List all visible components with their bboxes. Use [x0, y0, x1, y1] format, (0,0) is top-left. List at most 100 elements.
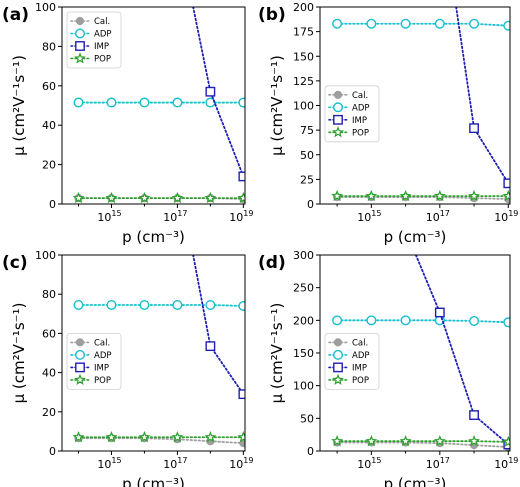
- data-point: [204, 431, 217, 443]
- legend-marker: [332, 373, 344, 385]
- legend: Cal. ADP IMP POP: [324, 85, 380, 143]
- series-line: [336, 22, 510, 27]
- y-tick-label: 200: [293, 1, 314, 14]
- y-tick-label: 100: [35, 1, 56, 14]
- x-tick-label: 1015: [357, 456, 381, 471]
- series-line: [192, 7, 245, 178]
- legend-marker: [333, 114, 343, 125]
- legend: Cal. ADP IMP POP: [66, 332, 122, 390]
- data-point: [171, 431, 184, 443]
- data-point: [366, 18, 377, 29]
- plot-area: [72, 7, 245, 204]
- legend-label: ADP: [352, 103, 370, 113]
- legend-marker: [333, 90, 343, 99]
- legend-label: ADP: [352, 351, 370, 361]
- series-line: [455, 7, 510, 185]
- series-adp: [73, 97, 245, 108]
- y-tick-label: 150: [293, 347, 314, 360]
- data-point: [138, 191, 151, 204]
- legend-label: POP: [94, 55, 111, 65]
- legend-marker: [333, 349, 344, 360]
- data-point: [365, 189, 378, 202]
- plot-area: [331, 255, 510, 451]
- series-cal: [333, 193, 510, 204]
- series-cal: [74, 434, 245, 448]
- y-tick-label: 0: [307, 198, 314, 211]
- y-tick-label: 100: [293, 100, 314, 113]
- x-tick-label: 1017: [163, 456, 187, 471]
- data-point: [172, 97, 183, 108]
- panel-label: (b): [258, 5, 286, 25]
- data-point: [238, 300, 245, 311]
- series-line: [336, 319, 510, 324]
- data-point: [237, 191, 245, 204]
- plot-area: [331, 7, 510, 204]
- data-point: [205, 86, 216, 97]
- legend: Cal. ADP IMP POP: [324, 332, 380, 390]
- y-axis-label: μ (cm²V⁻¹s⁻¹): [10, 303, 28, 404]
- y-tick-label: 50: [300, 149, 314, 162]
- data-point: [73, 299, 84, 310]
- data-point: [469, 123, 479, 134]
- panel-label: (a): [2, 5, 29, 25]
- y-axis-label: μ (cm²V⁻¹s⁻¹): [10, 55, 28, 156]
- legend-marker: [75, 41, 85, 51]
- y-tick-label: 20: [42, 159, 56, 172]
- legend-marker: [75, 362, 85, 373]
- legend-label: POP: [352, 376, 369, 386]
- data-point: [238, 389, 245, 400]
- series-line: [336, 441, 510, 448]
- data-point: [205, 299, 216, 310]
- data-point: [72, 191, 85, 204]
- legend-label: ADP: [94, 351, 112, 361]
- legend-label: POP: [94, 376, 111, 386]
- legend-marker: [74, 373, 86, 385]
- y-axis-label: μ (cm²V⁻¹s⁻¹): [268, 303, 286, 404]
- x-tick-label: 1017: [163, 209, 187, 224]
- data-point: [434, 18, 445, 29]
- legend: Cal. ADP IMP POP: [66, 11, 122, 69]
- legend-label: Cal.: [352, 338, 368, 348]
- data-point: [72, 431, 85, 443]
- series-pop: [331, 434, 510, 447]
- y-tick-label: 40: [42, 119, 56, 132]
- data-point: [205, 97, 216, 108]
- data-point: [503, 317, 510, 328]
- panel-c: (c) 0 20 40 60 80 100 1015 1017 1019 Cal. ADP IMP POP…: [2, 249, 253, 487]
- legend-marker: [74, 349, 85, 360]
- series-pop: [331, 189, 510, 202]
- y-tick-label: 175: [293, 26, 314, 39]
- panel-a: (a) 0 20 40 60 80 100 1015 1017 1019 Cal. ADP IMP POP…: [2, 1, 253, 246]
- data-point: [469, 410, 479, 420]
- x-axis-label: p (cm⁻³): [122, 228, 185, 246]
- data-point: [434, 307, 445, 318]
- y-tick-label: 50: [300, 412, 314, 425]
- series-line: [414, 255, 510, 446]
- x-tick-label: 1019: [229, 456, 253, 471]
- y-tick-label: 20: [42, 406, 56, 419]
- y-tick-label: 0: [49, 445, 56, 458]
- plot-area: [72, 255, 245, 448]
- legend-marker: [333, 362, 343, 373]
- x-axis-label: p (cm⁻³): [122, 475, 185, 487]
- data-point: [332, 315, 343, 326]
- y-tick-label: 200: [293, 314, 314, 327]
- data-point: [238, 171, 245, 182]
- y-tick-label: 60: [42, 327, 56, 340]
- x-tick-label: 1015: [97, 209, 121, 224]
- panel-d: (d) 0 50 100 150 200 250 300 1015 1017 1019 Cal. ADP…: [258, 249, 518, 487]
- series-line: [336, 440, 510, 443]
- data-point: [503, 178, 510, 189]
- series-line: [192, 255, 245, 396]
- x-tick-label: 1019: [229, 209, 253, 224]
- data-point: [468, 434, 480, 447]
- legend-label: IMP: [352, 116, 367, 126]
- y-axis-label: μ (cm²V⁻¹s⁻¹): [268, 55, 286, 156]
- legend-label: ADP: [94, 30, 112, 40]
- y-tick-label: 80: [42, 288, 56, 301]
- legend-label: Cal.: [94, 17, 110, 27]
- axes-frame: [319, 6, 511, 205]
- y-tick-label: 100: [35, 249, 56, 262]
- series-pop: [72, 431, 245, 443]
- axes-frame: [61, 254, 246, 452]
